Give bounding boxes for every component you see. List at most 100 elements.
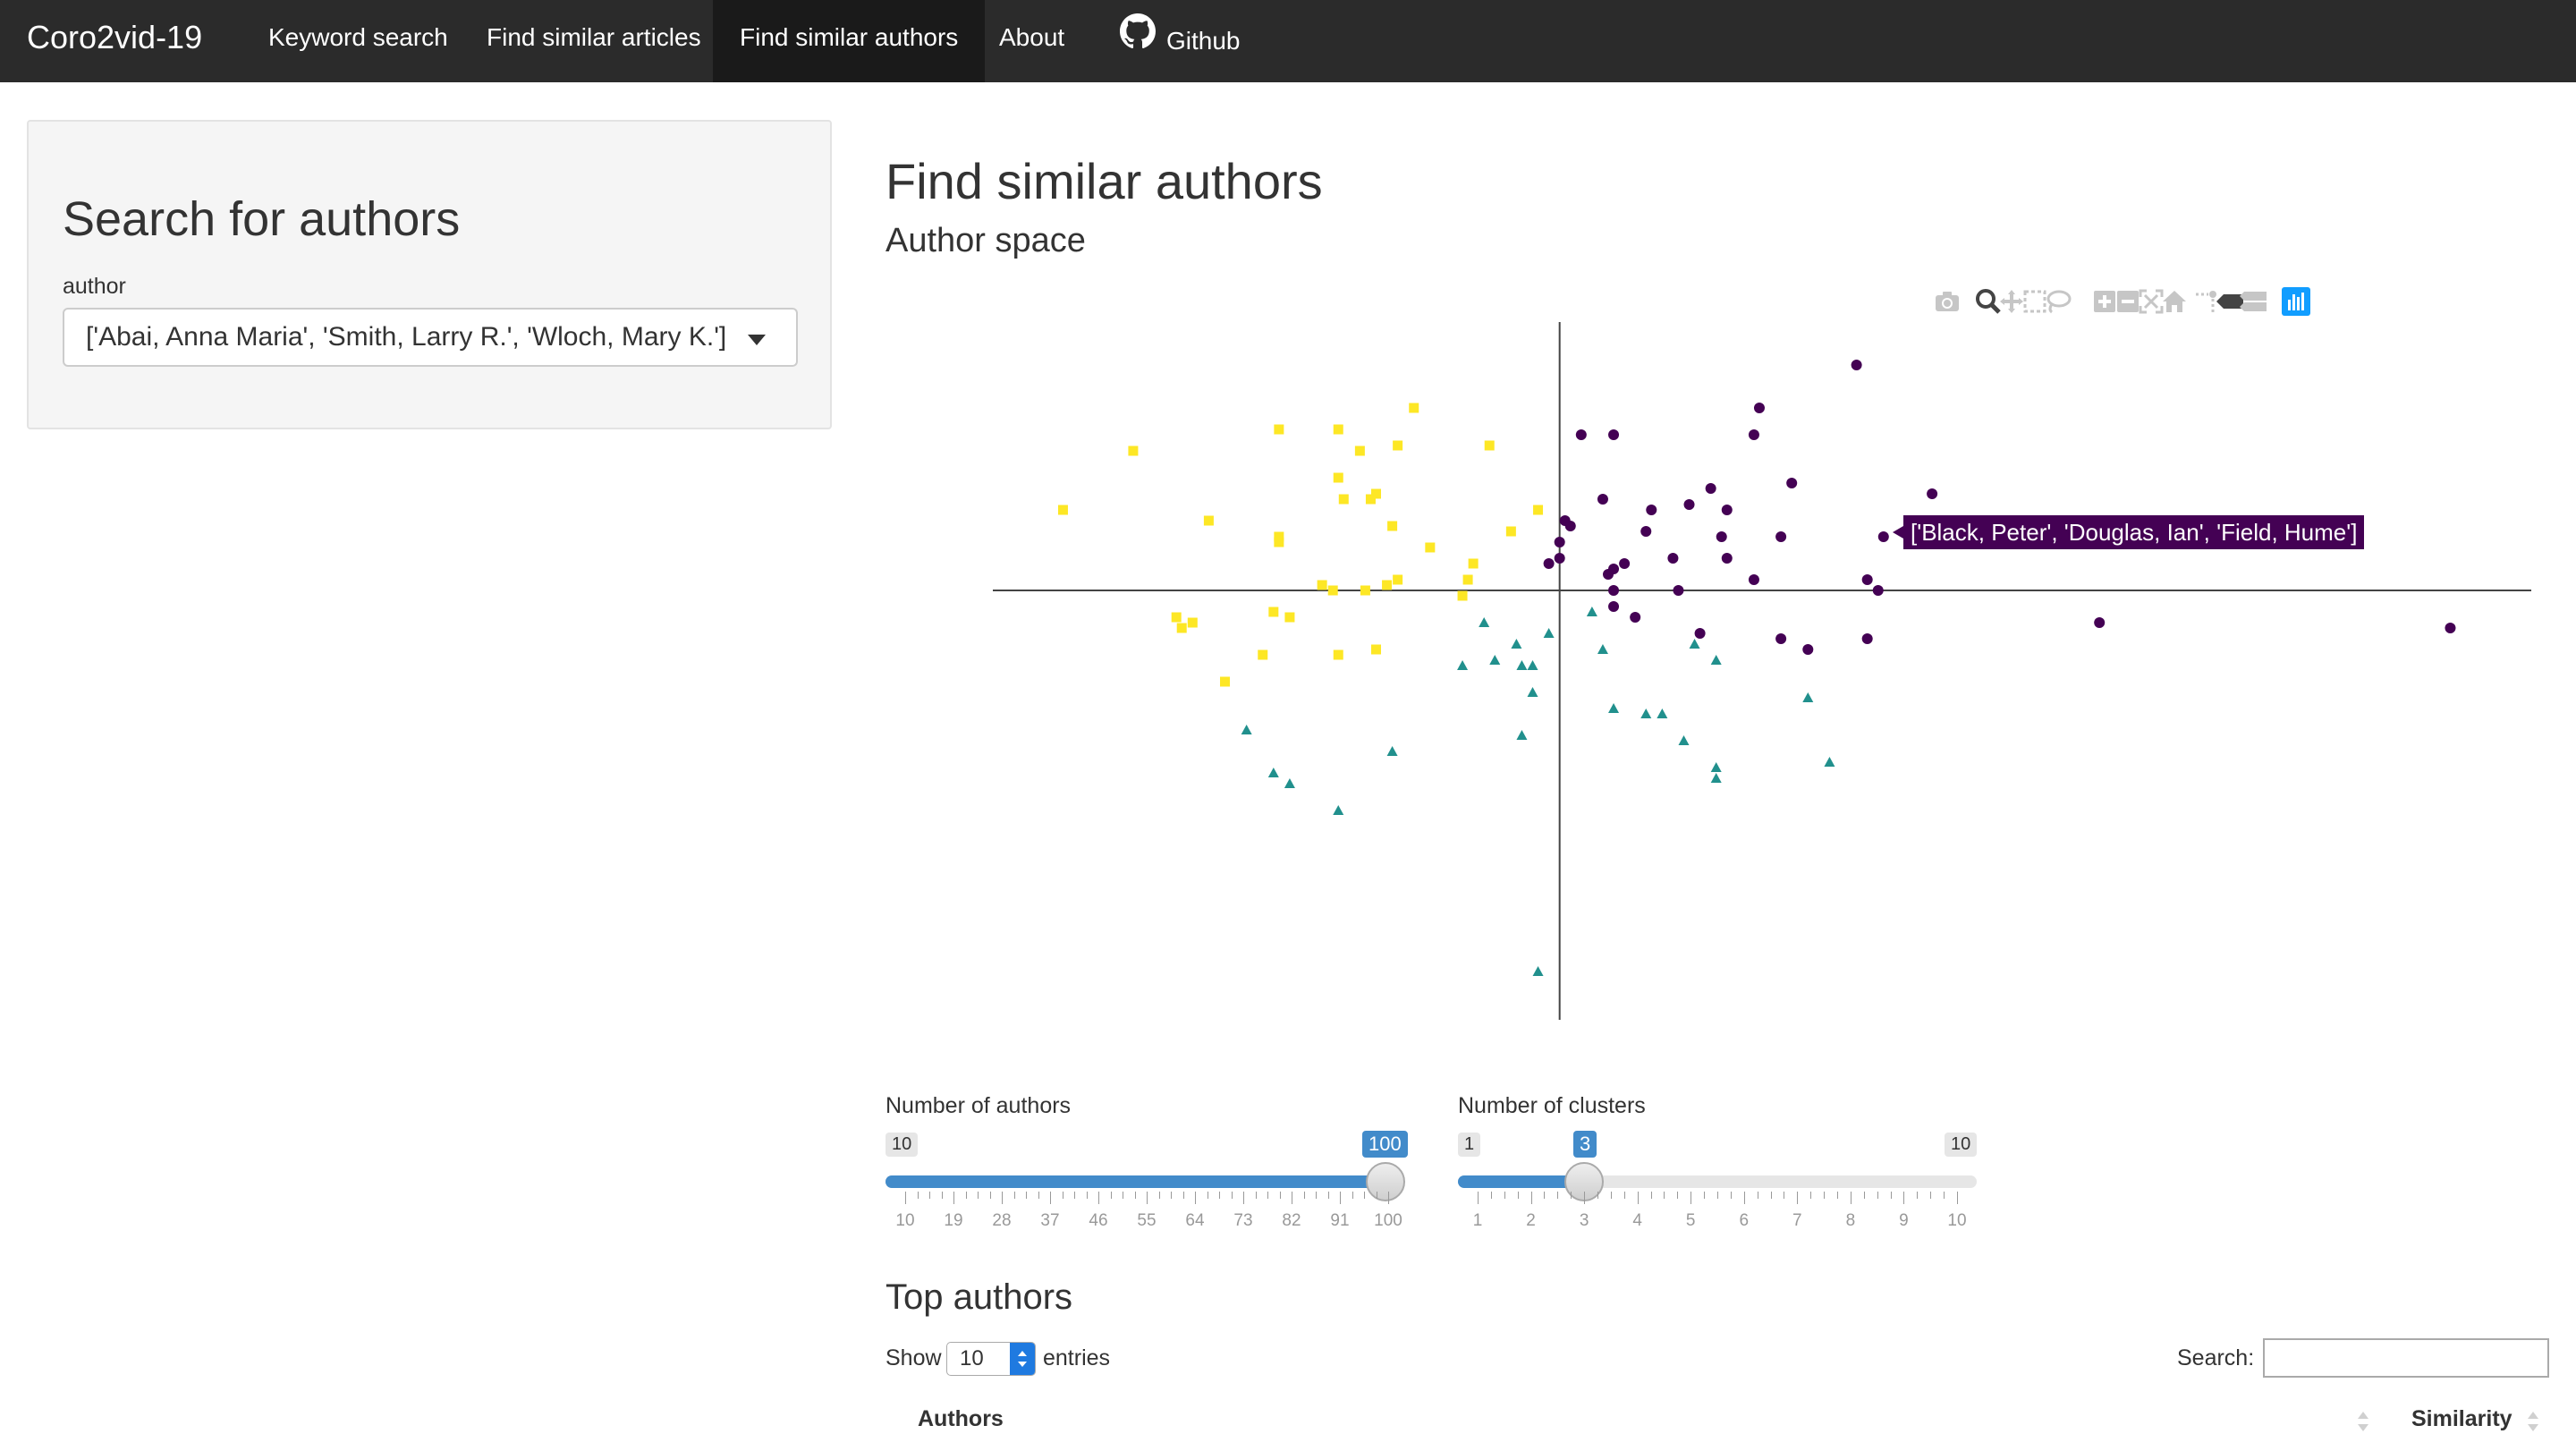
scatter-point-cluster-2[interactable]	[1187, 617, 1198, 628]
scatter-point-cluster-0[interactable]	[1554, 553, 1565, 564]
scatter-point-cluster-0[interactable]	[1927, 488, 1938, 499]
scatter-point-cluster-1[interactable]	[1333, 805, 1344, 815]
scatter-point-cluster-0[interactable]	[1554, 537, 1565, 547]
scatter-point-cluster-2[interactable]	[1338, 494, 1349, 505]
scatter-point-cluster-0[interactable]	[1802, 644, 1814, 655]
scatter-point-cluster-2[interactable]	[1354, 445, 1365, 456]
scatter-point-cluster-1[interactable]	[1489, 655, 1501, 665]
zoom-in-icon[interactable]	[2089, 286, 2120, 317]
scatter-point-cluster-1[interactable]	[1689, 639, 1700, 649]
scatter-point-cluster-0[interactable]	[1716, 531, 1727, 542]
nav-keyword-search[interactable]: Keyword search	[268, 23, 448, 51]
scatter-point-cluster-0[interactable]	[1721, 505, 1733, 515]
scatter-point-cluster-2[interactable]	[1333, 424, 1343, 435]
scatter-point-cluster-1[interactable]	[1386, 746, 1398, 756]
scatter-point-cluster-0[interactable]	[1619, 558, 1631, 569]
scatter-point-cluster-0[interactable]	[1646, 505, 1657, 515]
scatter-point-cluster-2[interactable]	[1333, 649, 1343, 660]
scatter-point-cluster-0[interactable]	[1608, 601, 1620, 612]
authors-slider-handle[interactable]	[1366, 1162, 1405, 1201]
scatter-point-cluster-2[interactable]	[1057, 505, 1068, 515]
nav-about[interactable]: About	[999, 23, 1065, 51]
scatter-point-cluster-2[interactable]	[1425, 542, 1436, 553]
scatter-point-cluster-2[interactable]	[1274, 537, 1284, 547]
scatter-point-cluster-1[interactable]	[1527, 660, 1538, 670]
scatter-point-cluster-0[interactable]	[1861, 633, 1873, 644]
scatter-point-cluster-0[interactable]	[1786, 478, 1798, 488]
entries-select[interactable]: 10	[946, 1342, 1036, 1376]
scatter-point-cluster-1[interactable]	[1267, 768, 1279, 777]
scatter-point-cluster-0[interactable]	[1694, 628, 1706, 639]
scatter-point-cluster-0[interactable]	[1608, 585, 1620, 596]
author-select[interactable]: ['Abai, Anna Maria', 'Smith, Larry R.', …	[63, 308, 798, 367]
scatter-point-cluster-0[interactable]	[1630, 612, 1641, 623]
scatter-point-cluster-1[interactable]	[1511, 639, 1522, 649]
sort-similarity-icon[interactable]	[2524, 1408, 2542, 1439]
scatter-point-cluster-0[interactable]	[1640, 526, 1652, 537]
scatter-point-cluster-2[interactable]	[1484, 440, 1495, 451]
scatter-point-cluster-2[interactable]	[1457, 590, 1468, 601]
scatter-point-cluster-2[interactable]	[1393, 574, 1403, 585]
toggle-spike-lines-icon[interactable]	[2191, 286, 2222, 317]
scatter-point-cluster-2[interactable]	[1317, 580, 1327, 590]
table-search-input[interactable]	[2263, 1338, 2549, 1378]
scatter-point-cluster-1[interactable]	[1543, 628, 1555, 638]
scatter-point-cluster-0[interactable]	[1543, 558, 1555, 569]
scatter-point-cluster-2[interactable]	[1409, 403, 1419, 413]
autoscale-icon[interactable]	[2136, 286, 2166, 317]
scatter-point-cluster-0[interactable]	[1775, 633, 1787, 644]
scatter-point-cluster-0[interactable]	[1861, 574, 1873, 585]
scatter-point-cluster-2[interactable]	[1360, 585, 1370, 596]
scatter-point-cluster-2[interactable]	[1258, 649, 1268, 660]
scatter-point-cluster-2[interactable]	[1203, 515, 1214, 526]
scatter-point-cluster-2[interactable]	[1333, 472, 1343, 483]
column-header-authors[interactable]: Authors	[918, 1406, 1004, 1431]
scatter-point-cluster-2[interactable]	[1370, 488, 1381, 499]
scatter-point-cluster-2[interactable]	[1393, 440, 1403, 451]
scatter-point-cluster-2[interactable]	[1327, 585, 1338, 596]
scatter-point-cluster-0[interactable]	[1564, 521, 1576, 531]
scatter-point-cluster-2[interactable]	[1370, 644, 1381, 655]
camera-icon[interactable]	[1932, 286, 1962, 317]
scatter-point-cluster-1[interactable]	[1586, 607, 1597, 616]
scatter-point-cluster-0[interactable]	[2445, 623, 2456, 633]
scatter-point-cluster-0[interactable]	[1748, 574, 1759, 585]
zoom-icon[interactable]	[1973, 286, 2004, 317]
reset-axes-icon[interactable]	[2159, 286, 2190, 317]
nav-find-similar-authors[interactable]: Find similar authors	[713, 0, 986, 82]
scatter-point-cluster-1[interactable]	[1516, 660, 1528, 670]
brand-link[interactable]: Coro2vid-19	[27, 19, 203, 55]
nav-github[interactable]: Github	[1093, 0, 1267, 82]
scatter-point-cluster-1[interactable]	[1532, 966, 1544, 976]
scatter-point-cluster-2[interactable]	[1387, 521, 1398, 531]
scatter-point-cluster-1[interactable]	[1710, 773, 1722, 783]
scatter-point-cluster-0[interactable]	[1753, 403, 1765, 413]
plotly-logo-icon[interactable]	[2281, 286, 2311, 317]
scatter-point-cluster-2[interactable]	[1462, 574, 1473, 585]
scatter-point-cluster-2[interactable]	[1220, 676, 1231, 687]
scatter-point-cluster-2[interactable]	[1171, 612, 1182, 623]
scatter-point-cluster-0[interactable]	[1721, 553, 1733, 564]
nav-find-similar-articles[interactable]: Find similar articles	[487, 23, 701, 51]
zoom-out-icon[interactable]	[2113, 286, 2143, 317]
scatter-point-cluster-0[interactable]	[1597, 494, 1608, 505]
scatter-point-cluster-0[interactable]	[2094, 617, 2106, 628]
scatter-point-cluster-0[interactable]	[1748, 429, 1759, 440]
scatter-point-cluster-0[interactable]	[1775, 531, 1787, 542]
scatter-point-cluster-1[interactable]	[1516, 730, 1528, 740]
box-select-icon[interactable]	[2020, 286, 2050, 317]
scatter-point-cluster-2[interactable]	[1284, 612, 1295, 623]
scatter-point-cluster-1[interactable]	[1527, 687, 1538, 697]
scatter-point-cluster-1[interactable]	[1241, 725, 1252, 734]
scatter-point-cluster-0[interactable]	[1667, 553, 1679, 564]
scatter-point-cluster-0[interactable]	[1705, 483, 1716, 494]
author-space-scatter-plot[interactable]	[886, 304, 2540, 1038]
scatter-point-cluster-0[interactable]	[1851, 360, 1862, 370]
scatter-point-cluster-0[interactable]	[1575, 429, 1587, 440]
scatter-point-cluster-1[interactable]	[1824, 757, 1835, 767]
pan-icon[interactable]	[1996, 286, 2027, 317]
scatter-point-cluster-1[interactable]	[1678, 735, 1690, 745]
scatter-point-cluster-0[interactable]	[1603, 569, 1614, 580]
lasso-select-icon[interactable]	[2043, 286, 2073, 317]
scatter-point-cluster-2[interactable]	[1365, 494, 1376, 505]
